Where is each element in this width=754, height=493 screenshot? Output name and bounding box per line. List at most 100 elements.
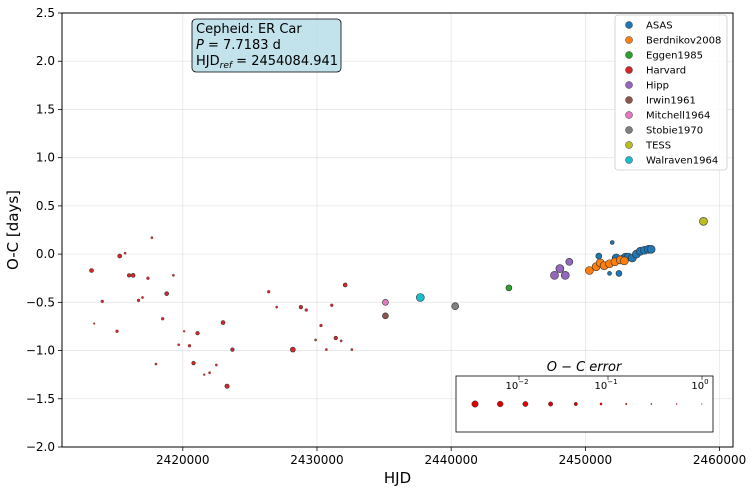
data-point — [339, 339, 343, 343]
series-legend: ASAS Berdnikov2008 Eggen1985 Harvard Hipp Irw… — [614, 14, 728, 171]
legend-entry: TESS — [645, 141, 671, 152]
annotation-box: Cepheid: ER Car P = 7.7183 d HJDref = 24… — [191, 18, 342, 73]
error-size-dot — [675, 403, 678, 405]
data-point — [191, 360, 196, 366]
data-point — [127, 273, 132, 278]
series-stobie1970 — [451, 302, 460, 310]
legend-marker — [625, 96, 633, 104]
period-value: = 7.7183 d — [204, 38, 281, 53]
data-point — [146, 276, 150, 280]
data-point — [333, 335, 338, 341]
annotation-background — [191, 18, 342, 73]
x-tick-label: 2450000 — [559, 453, 612, 467]
y-tick-label: 2.0 — [36, 54, 55, 68]
data-points — [89, 217, 708, 389]
data-point — [615, 270, 623, 277]
x-tick-label: 2460000 — [693, 453, 746, 467]
error-size-dot — [548, 401, 554, 407]
data-point — [177, 343, 181, 347]
data-point — [115, 329, 119, 333]
x-axis-label: HJD — [384, 469, 411, 487]
legend-marker — [625, 66, 633, 74]
data-point — [224, 383, 230, 389]
data-point — [382, 299, 389, 306]
error-legend-tick-label: 100 — [691, 378, 708, 392]
data-point — [203, 373, 206, 376]
legend-marker — [625, 51, 633, 59]
legend-marker — [625, 21, 633, 29]
y-tick-label: 2.5 — [36, 6, 55, 20]
error-legend-title-text: O − C error — [547, 360, 623, 375]
legend-marker — [625, 126, 633, 134]
data-point — [93, 322, 96, 325]
plot-area-frame — [61, 12, 734, 448]
data-point — [350, 348, 354, 351]
error-legend-frame — [455, 375, 714, 433]
error-legend-tick-label: 10−1 — [594, 378, 617, 392]
data-point — [342, 282, 348, 288]
data-point — [550, 271, 559, 280]
data-point — [160, 317, 165, 321]
data-point — [565, 258, 574, 266]
data-point — [130, 273, 136, 278]
data-point — [304, 308, 308, 312]
data-point — [609, 240, 615, 245]
data-point — [164, 291, 169, 296]
data-point — [416, 293, 425, 302]
legend-entry: Walraven1964 — [646, 156, 718, 167]
legend-entry: Hipp — [646, 81, 669, 92]
period-symbol: P — [196, 38, 204, 53]
y-tick-label: 0.5 — [36, 199, 55, 213]
y-tick-label: −1.0 — [26, 344, 55, 358]
error-size-dot — [471, 400, 479, 408]
data-point — [298, 305, 303, 310]
data-point — [290, 346, 296, 353]
data-point — [619, 256, 629, 266]
error-size-dot — [522, 401, 529, 407]
legend-entry: Harvard — [646, 66, 686, 77]
legend-entry: Stobie1970 — [646, 126, 703, 137]
data-point — [275, 305, 279, 309]
data-point — [141, 296, 144, 299]
series-harvard — [89, 236, 354, 389]
data-point — [214, 363, 218, 367]
data-point — [123, 251, 127, 255]
data-point — [150, 236, 154, 240]
hjd-symbol: HJD — [196, 54, 220, 69]
error-legend-tick-label: 10−2 — [505, 378, 528, 392]
data-point — [560, 271, 570, 280]
x-tick-label: 2440000 — [424, 453, 477, 467]
data-point — [208, 371, 211, 375]
data-point — [117, 253, 123, 259]
legend-entry: Mitchell1964 — [646, 111, 710, 122]
error-size-dot — [573, 402, 578, 406]
legend-entry: Eggen1985 — [646, 51, 703, 62]
data-point — [136, 298, 141, 303]
error-size-dot — [701, 403, 703, 405]
annotation-reference-epoch: HJDref = 2454084.941 — [196, 54, 338, 71]
y-axis-label: O-C [days] — [4, 190, 22, 270]
legend-entry: Berdnikov2008 — [646, 36, 721, 47]
series-walraven1964 — [416, 293, 425, 302]
data-point — [187, 344, 192, 348]
hjd-subscript: ref — [220, 61, 234, 71]
data-point — [182, 330, 186, 333]
annotation-period: P = 7.7183 d — [196, 38, 281, 53]
data-point — [319, 323, 323, 328]
data-point — [451, 302, 460, 310]
series-mitchell1964 — [382, 299, 389, 306]
series-tess — [699, 217, 708, 226]
data-point — [607, 271, 612, 276]
legend-marker — [625, 156, 633, 164]
x-tick-label: 2420000 — [156, 453, 209, 467]
legend-marker — [625, 141, 633, 149]
y-tick-label: 1.5 — [36, 102, 55, 116]
data-point — [195, 331, 200, 336]
data-point — [382, 312, 389, 320]
data-point — [230, 347, 235, 352]
legend-entry: Irwin1961 — [646, 96, 696, 107]
error-size-dot — [650, 403, 653, 405]
data-point — [646, 244, 656, 254]
data-point — [699, 217, 708, 226]
